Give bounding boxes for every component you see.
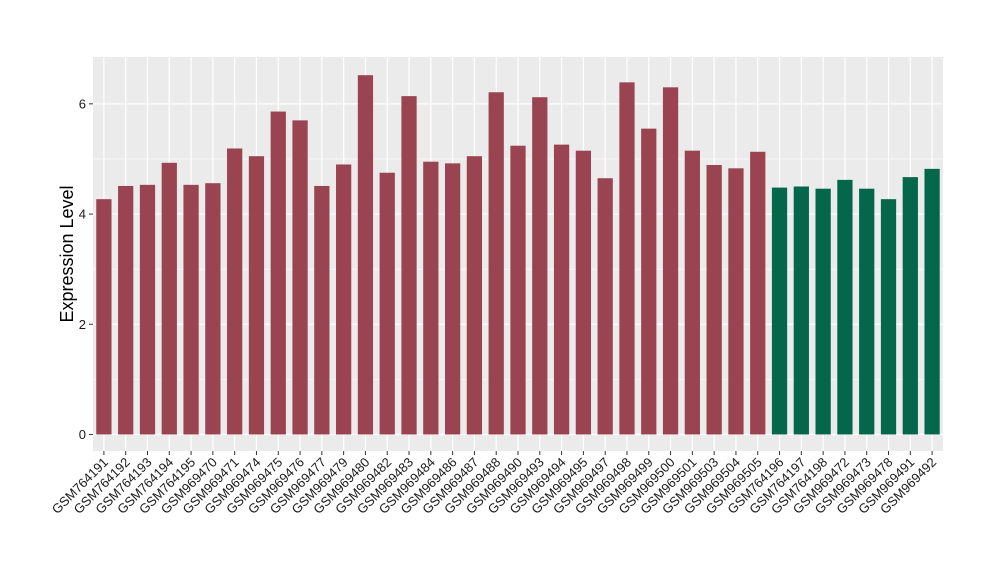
bar-GSM969495 — [575, 150, 592, 435]
bar-GSM969488 — [488, 92, 504, 435]
bar-GSM969484 — [423, 161, 439, 435]
bar-GSM969471 — [227, 148, 243, 435]
bar-GSM969476 — [292, 120, 308, 435]
bar-GSM969478 — [880, 199, 897, 435]
bar-GSM969499 — [641, 128, 657, 435]
bar-GSM764194 — [161, 162, 177, 435]
bar-GSM969504 — [728, 168, 744, 435]
bar-GSM969491 — [902, 177, 918, 435]
y-axis-title: Expression Level — [57, 185, 77, 322]
bar-GSM969494 — [553, 144, 570, 435]
y-axis: 0 2 4 6 — [79, 96, 93, 442]
bar-GSM969487 — [466, 156, 483, 435]
bar-GSM764191 — [96, 199, 112, 435]
y-tick-label: 0 — [79, 427, 86, 442]
bar-GSM969477 — [314, 185, 330, 435]
bar-GSM969470 — [205, 183, 221, 435]
bar-GSM764192 — [118, 185, 134, 435]
x-axis: GSM764191GSM764192GSM764193GSM764194GSM7… — [49, 451, 939, 517]
bar-GSM969503 — [706, 165, 722, 435]
bar-GSM764193 — [139, 184, 156, 435]
bar-GSM969473 — [859, 188, 875, 435]
bar-GSM764198 — [815, 188, 831, 435]
bar-GSM969505 — [750, 151, 766, 435]
bar-GSM969474 — [248, 156, 265, 435]
bar-GSM969483 — [401, 96, 417, 435]
bar-GSM969497 — [597, 178, 613, 435]
y-tick-label: 2 — [79, 317, 86, 332]
y-tick-label: 4 — [79, 207, 86, 222]
y-tick-label: 6 — [79, 96, 86, 111]
bar-GSM969501 — [684, 150, 700, 435]
bar-GSM969475 — [270, 111, 286, 435]
bar-GSM969493 — [532, 97, 548, 435]
bar-GSM969490 — [510, 145, 526, 435]
bar-GSM764197 — [793, 186, 809, 435]
bars — [96, 75, 940, 435]
bar-GSM764195 — [183, 184, 199, 435]
bar-GSM764196 — [771, 187, 788, 435]
bar-GSM969498 — [619, 82, 635, 435]
bar-GSM969472 — [837, 179, 853, 435]
bar-GSM969479 — [336, 164, 352, 435]
bar-GSM969482 — [379, 172, 395, 435]
bar-GSM969492 — [924, 168, 940, 435]
bar-GSM969480 — [357, 75, 374, 435]
bar-GSM969500 — [662, 87, 679, 435]
bar-GSM969486 — [444, 163, 461, 435]
